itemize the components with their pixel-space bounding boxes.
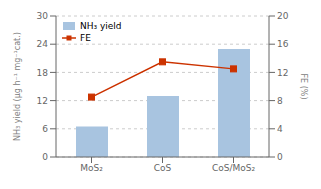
html-text:FE: FE: [80, 33, 91, 43]
html-text:NH₃ yield: NH₃ yield: [80, 21, 122, 31]
svg-text:0: 0: [277, 152, 283, 162]
svg-text:CoS: CoS: [154, 163, 172, 173]
svg-text:CoS/MoS₂: CoS/MoS₂: [212, 163, 256, 173]
svg-text:18: 18: [37, 68, 49, 78]
svg-text:12: 12: [277, 68, 288, 78]
svg-text:8: 8: [277, 96, 283, 106]
svg-text:30: 30: [37, 11, 49, 21]
svg-text:24: 24: [37, 39, 49, 49]
svg-text:12: 12: [37, 96, 48, 106]
svg-text:FE (%): FE (%): [299, 73, 308, 99]
svg-text:0: 0: [42, 152, 48, 162]
svg-text:4: 4: [277, 124, 283, 134]
svg-text:6: 6: [42, 124, 48, 134]
svg-text:16: 16: [277, 39, 289, 49]
svg-text:NH₃ yield (μg h⁻¹ mg⁻¹cat.): NH₃ yield (μg h⁻¹ mg⁻¹cat.): [13, 32, 22, 141]
svg-text:20: 20: [277, 11, 289, 21]
svg-text:MoS₂: MoS₂: [80, 163, 103, 173]
